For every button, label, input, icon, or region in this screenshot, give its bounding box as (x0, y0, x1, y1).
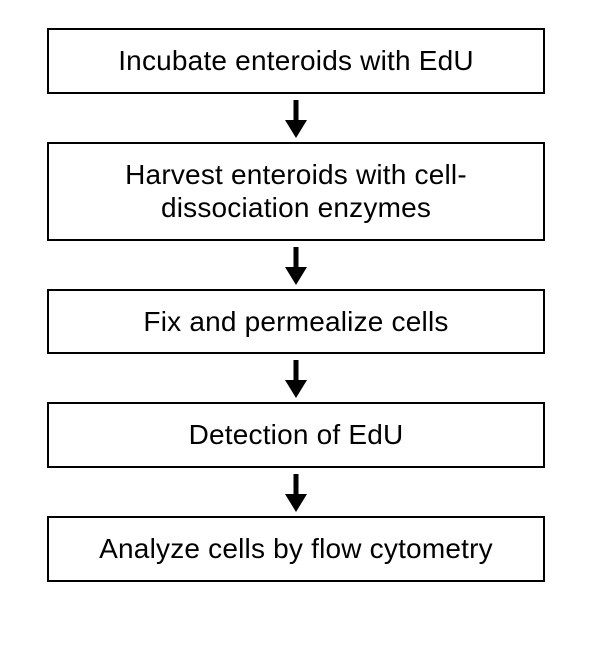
flowchart-step: Harvest enteroids with cell-dissociation… (47, 142, 545, 241)
flowchart-arrow (281, 241, 311, 289)
flowchart-arrow (281, 354, 311, 402)
flowchart-arrow (281, 468, 311, 516)
flowchart-step-label: Analyze cells by flow cytometry (99, 532, 493, 566)
flowchart-step: Detection of EdU (47, 402, 545, 468)
flowchart-step: Analyze cells by flow cytometry (47, 516, 545, 582)
arrow-down-icon (281, 245, 311, 285)
flowchart-step: Incubate enteroids with EdU (47, 28, 545, 94)
flowchart-step-label: Fix and permealize cells (143, 305, 448, 339)
flowchart-container: Incubate enteroids with EdU Harvest ente… (0, 0, 592, 610)
flowchart-step: Fix and permealize cells (47, 289, 545, 355)
flowchart-arrow (281, 94, 311, 142)
arrow-down-icon (281, 472, 311, 512)
flowchart-step-label: Incubate enteroids with EdU (118, 44, 474, 78)
flowchart-step-label: Detection of EdU (189, 418, 404, 452)
arrow-down-icon (281, 358, 311, 398)
flowchart-step-label: Harvest enteroids with cell-dissociation… (61, 158, 531, 225)
arrow-down-icon (281, 98, 311, 138)
